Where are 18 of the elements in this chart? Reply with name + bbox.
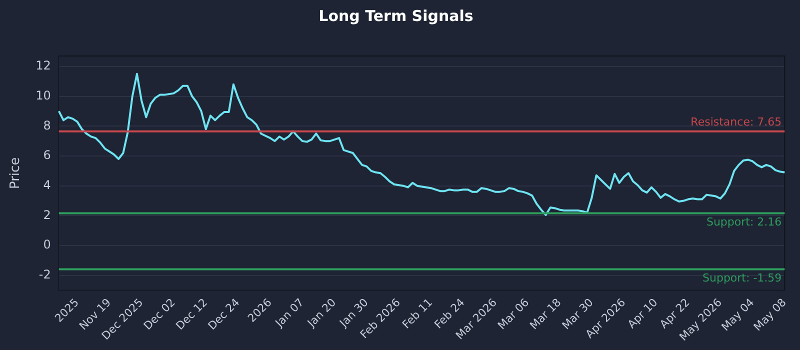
- x-tick-label: Dec 24: [206, 296, 242, 333]
- y-tick-label: 8: [43, 118, 51, 132]
- x-tick-label: Apr 10: [625, 296, 660, 331]
- y-tick-label: 12: [36, 58, 51, 73]
- y-tick-label: -2: [38, 268, 51, 282]
- y-tick-label: 2: [43, 208, 51, 222]
- ref-line-label: Support: -1.59: [702, 272, 782, 285]
- x-tick-label: Feb 11: [400, 296, 436, 332]
- y-tick-label: 4: [43, 178, 51, 192]
- y-axis-title: Price: [8, 157, 24, 190]
- x-tick-label: Jan 20: [304, 296, 339, 330]
- x-tick-label: Jan 07: [272, 296, 306, 330]
- y-tick-label: 0: [43, 238, 51, 252]
- ref-line-label: Support: 2.16: [706, 216, 782, 229]
- y-tick-label: 10: [36, 88, 51, 102]
- ref-line-label: Resistance: 7.65: [690, 116, 782, 129]
- y-tick-label: 6: [43, 148, 51, 162]
- chart-title: Long Term Signals: [318, 6, 474, 25]
